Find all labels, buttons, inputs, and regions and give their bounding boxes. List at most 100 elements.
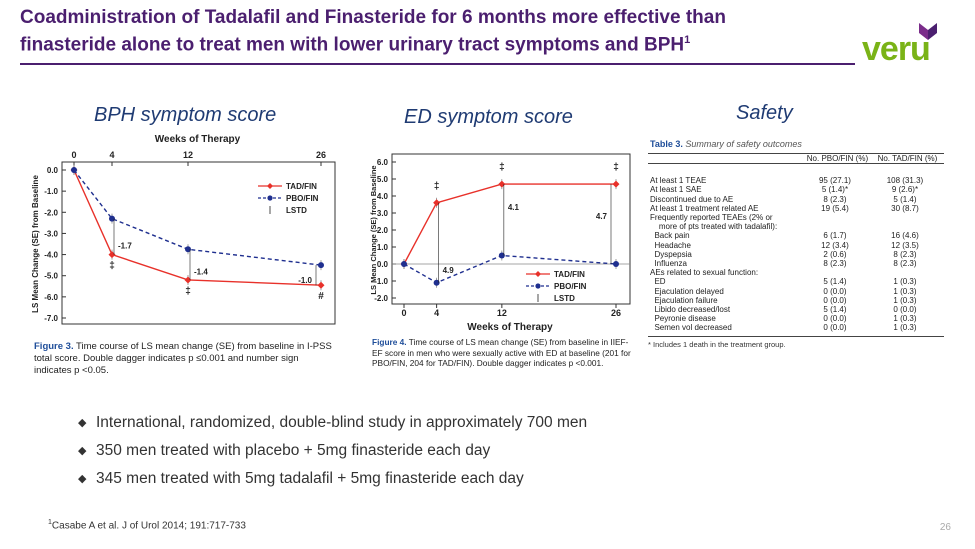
y-tick-label: 4.0 — [377, 192, 389, 201]
safety-section-heading: Safety — [736, 102, 793, 124]
y-tick-label: 0.0 — [47, 166, 59, 175]
ed-chart-panel: 0 4 12 26 6.0 5.0 4.0 3.0 2.0 1.0 0.0 -1.0 -2.0 LS Me… — [368, 152, 636, 384]
table-cell: 8 (2.3) — [823, 194, 847, 204]
table-row: Ejaculation failure 0 (0.0) 1 (0.3) — [648, 296, 942, 305]
x-tick-label: 26 — [611, 308, 621, 318]
table-cell: 0 (0.0) — [823, 323, 847, 333]
table-row: Dyspepsia 2 (0.6) 8 (2.3) — [648, 250, 942, 259]
footnote-superscript: 1 — [48, 519, 52, 526]
x-tick-label: 4 — [434, 308, 439, 318]
table-cell: Influenza — [650, 259, 687, 269]
lstd-annotation: -1.7 — [118, 242, 132, 251]
legend-label: PBO/FIN — [554, 282, 587, 291]
ed-line-chart: 0 4 12 26 6.0 5.0 4.0 3.0 2.0 1.0 0.0 -1.0 -2.0LS Me… — [369, 153, 631, 333]
table-cell: 95 (27.1) — [818, 176, 851, 186]
table-row: Frequently reported TEAEs (2% or — [648, 213, 942, 222]
table-cell: 6 (1.7) — [823, 231, 847, 241]
y-tick-label: -7.0 — [44, 314, 58, 323]
data-point — [498, 180, 506, 188]
y-tick-label: 0.0 — [377, 260, 389, 269]
x-tick-label: 12 — [183, 150, 193, 160]
x-axis-label: Weeks of Therapy — [467, 322, 553, 332]
page-number: 26 — [939, 522, 951, 533]
data-point — [613, 261, 619, 267]
legend-label: TAD/FIN — [286, 182, 317, 191]
y-axis-label: LS Mean Change (SE) from Baseline — [31, 175, 40, 313]
table-header-cell: No. TAD/FIN (%) — [877, 154, 938, 163]
table-cell: 8 (2.3) — [893, 249, 917, 259]
table-header-cell: No. PBO/FIN (%) — [806, 154, 869, 163]
table-cell: Ejaculation delayed — [650, 286, 724, 296]
table-cell — [802, 213, 868, 222]
table-cell: Frequently reported TEAEs (2% or — [650, 213, 773, 223]
lstd-annotation: 4.9 — [443, 266, 455, 275]
bph-caption-label: Figure 3. — [34, 341, 74, 352]
lstd-annotation: 4.7 — [596, 212, 608, 221]
table-row: Ejaculation delayed 0 (0.0) 1 (0.3) — [648, 287, 942, 296]
y-tick-label: -3.0 — [44, 229, 58, 238]
logo-wordmark: veru — [862, 30, 931, 68]
table-row: AEs related to sexual function: — [648, 268, 942, 277]
table-row: more of pts treated with tadalafil): — [648, 222, 942, 231]
table-row: Semen vol decreased 0 (0.0) 1 (0.3) — [648, 323, 942, 332]
table-cell: 5 (1.4) — [823, 305, 847, 315]
table-row: Peyronie disease 0 (0.0) 1 (0.3) — [648, 314, 942, 323]
x-tick-label: 12 — [497, 308, 507, 318]
safety-table-header-rule: No. PBO/FIN (%) No. TAD/FIN (%) — [648, 153, 944, 165]
bullet-item: International, randomized, double-blind … — [78, 412, 838, 440]
significance-marker: ‡ — [109, 261, 115, 272]
ed-figure-caption: Figure 4. Time course of LS mean change … — [372, 337, 634, 369]
table-cell: AEs related to sexual function: — [650, 268, 759, 278]
table-cell: 108 (31.3) — [886, 176, 924, 186]
table-row: Headache 12 (3.4) 12 (3.5) — [648, 241, 942, 250]
data-point — [185, 246, 191, 253]
chart-title: Weeks of Therapy — [155, 134, 241, 145]
series-line-pbo-fin — [403, 254, 617, 284]
veru-logo: veru — [862, 18, 957, 68]
data-point — [498, 252, 505, 259]
safety-table-footnote: * Includes 1 death in the treatment grou… — [648, 335, 944, 349]
table-cell: Semen vol decreased — [650, 323, 732, 333]
table-cell: 0 (0.0) — [823, 295, 847, 305]
table-row: At least 1 SAE 5 (1.4)* 9 (2.6)* — [648, 185, 942, 194]
table-row: At least 1 TEAE 95 (27.1) 108 (31.3) — [648, 176, 942, 185]
lstd-annotation: 4.1 — [508, 203, 520, 212]
table-cell: 0 (0.0) — [893, 305, 917, 315]
title-superscript: 1 — [684, 34, 691, 46]
significance-marker: ‡ — [185, 286, 191, 297]
table-cell: 5 (1.4)* — [821, 185, 849, 195]
ed-section-heading: ED symptom score — [404, 106, 573, 128]
footnote-text: Casabe A et al. J of Urol 2014; 191:717-… — [51, 520, 246, 532]
data-point — [612, 180, 620, 188]
y-tick-label: -6.0 — [44, 293, 58, 302]
x-tick-label: 26 — [316, 150, 326, 160]
data-point — [71, 167, 77, 173]
table-row: Back pain 6 (1.7) 16 (4.6) — [648, 231, 942, 240]
table-cell: Peyronie disease — [650, 314, 716, 324]
data-point — [109, 215, 115, 222]
logo-leaf-icon — [919, 23, 937, 40]
bph-figure-caption: Figure 3. Time course of LS mean change … — [34, 341, 334, 377]
safety-table-title-text: Summary of safety outcomes — [682, 139, 802, 149]
table-cell: 1 (0.3) — [893, 277, 917, 287]
safety-table-body: At least 1 TEAE 95 (27.1) 108 (31.3) At lea… — [648, 176, 942, 332]
y-tick-label: -1.0 — [44, 187, 58, 196]
table-row: Influenza 8 (2.3) 8 (2.3) — [648, 259, 942, 268]
table-cell: more of pts treated with tadalafil): — [650, 222, 778, 232]
series-line-tad-fin — [403, 183, 616, 265]
table-row: ED 5 (1.4) 1 (0.3) — [648, 277, 942, 286]
significance-marker: ‡ — [434, 181, 440, 192]
y-tick-label: -2.0 — [44, 208, 58, 217]
bph-caption-text: Time course of LS mean change (SE) from … — [34, 341, 332, 376]
lstd-annotation: -1.4 — [194, 268, 208, 277]
safety-table-label: Table 3. — [650, 139, 683, 149]
bullet-item: 345 men treated with 5mg tadalafil + 5mg… — [78, 468, 838, 496]
table-cell: 1 (0.3) — [893, 295, 917, 305]
x-tick-label: 4 — [109, 150, 114, 160]
safety-table-panel: Table 3. Summary of safety outcomes No. … — [648, 137, 944, 385]
table-cell — [802, 268, 868, 277]
study-bullets: International, randomized, double-blind … — [78, 412, 838, 496]
legend-marker — [535, 271, 541, 277]
data-point — [433, 199, 441, 207]
table-cell: Dyspepsia — [650, 249, 692, 259]
